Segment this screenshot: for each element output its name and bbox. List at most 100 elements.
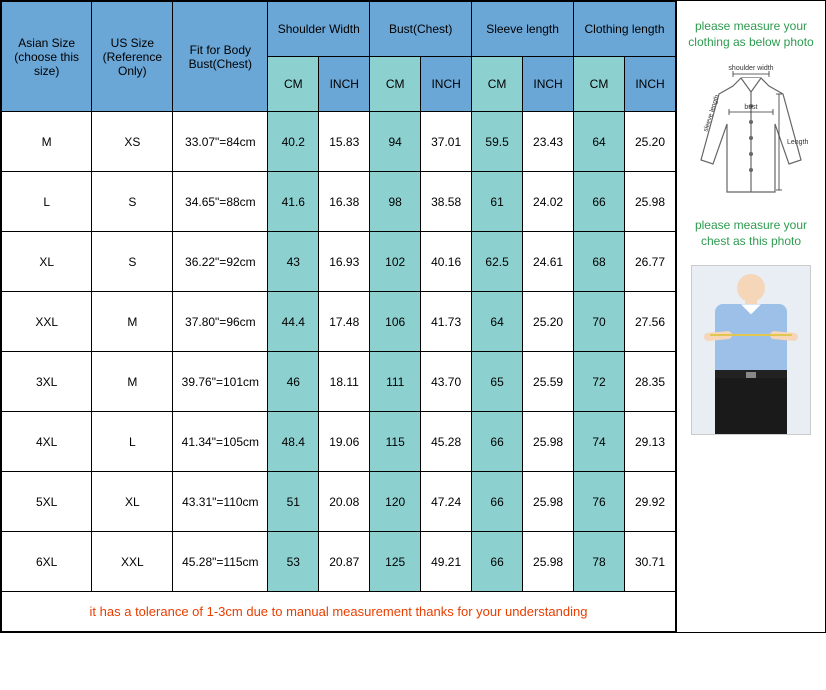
cell-fit: 39.76"=101cm: [173, 352, 268, 412]
cell-sleeve-cm: 62.5: [472, 232, 523, 292]
cell-clothing-in: 26.77: [624, 232, 675, 292]
cell-us: L: [92, 412, 173, 472]
cell-asian: 5XL: [2, 472, 92, 532]
cell-clothing-in: 30.71: [624, 532, 675, 592]
cell-us: XS: [92, 112, 173, 172]
cell-asian: 3XL: [2, 352, 92, 412]
cell-shoulder-cm: 53: [268, 532, 319, 592]
model-photo: [691, 265, 811, 435]
cell-sleeve-cm: 65: [472, 352, 523, 412]
footer-row: it has a tolerance of 1-3cm due to manua…: [2, 592, 676, 632]
cell-sleeve-cm: 61: [472, 172, 523, 232]
cell-clothing-cm: 76: [574, 472, 625, 532]
cell-bust-cm: 94: [370, 112, 421, 172]
col-sleeve-in: INCH: [523, 57, 574, 112]
cell-clothing-in: 25.98: [624, 172, 675, 232]
table-row: 3XLM39.76"=101cm4618.1111143.706525.5972…: [2, 352, 676, 412]
cell-shoulder-cm: 46: [268, 352, 319, 412]
cell-bust-in: 45.28: [421, 412, 472, 472]
cell-bust-cm: 115: [370, 412, 421, 472]
cell-us: XL: [92, 472, 173, 532]
cell-bust-in: 37.01: [421, 112, 472, 172]
cell-bust-in: 38.58: [421, 172, 472, 232]
col-us-size: US Size (Reference Only): [92, 2, 173, 112]
cell-bust-in: 41.73: [421, 292, 472, 352]
cell-sleeve-cm: 66: [472, 412, 523, 472]
side-instruction-2: please measure your chest as this photo: [681, 218, 821, 249]
cell-fit: 36.22"=92cm: [173, 232, 268, 292]
cell-asian: XXL: [2, 292, 92, 352]
cell-bust-in: 43.70: [421, 352, 472, 412]
cell-fit: 33.07"=84cm: [173, 112, 268, 172]
cell-sleeve-cm: 66: [472, 472, 523, 532]
cell-shoulder-in: 19.06: [319, 412, 370, 472]
cell-clothing-cm: 64: [574, 112, 625, 172]
table-row: 5XLXL43.31"=110cm5120.0812047.246625.987…: [2, 472, 676, 532]
size-chart-container: Asian Size (choose this size) US Size (R…: [0, 0, 826, 633]
table-area: Asian Size (choose this size) US Size (R…: [1, 1, 676, 632]
table-row: LS34.65"=88cm41.616.389838.586124.026625…: [2, 172, 676, 232]
cell-bust-in: 49.21: [421, 532, 472, 592]
cell-clothing-cm: 74: [574, 412, 625, 472]
cell-bust-cm: 111: [370, 352, 421, 412]
table-row: 4XLL41.34"=105cm48.419.0611545.286625.98…: [2, 412, 676, 472]
cell-fit: 45.28"=115cm: [173, 532, 268, 592]
cell-fit: 37.80"=96cm: [173, 292, 268, 352]
col-asian-size: Asian Size (choose this size): [2, 2, 92, 112]
cell-clothing-in: 25.20: [624, 112, 675, 172]
cell-clothing-in: 27.56: [624, 292, 675, 352]
cell-shoulder-cm: 44.4: [268, 292, 319, 352]
cell-shoulder-in: 18.11: [319, 352, 370, 412]
col-shoulder: Shoulder Width: [268, 2, 370, 57]
cell-asian: 4XL: [2, 412, 92, 472]
cell-shoulder-cm: 40.2: [268, 112, 319, 172]
shirt-diagram: shoulder width bust Length sleeve length: [691, 64, 811, 204]
cell-shoulder-in: 15.83: [319, 112, 370, 172]
cell-shoulder-in: 20.08: [319, 472, 370, 532]
cell-shoulder-in: 20.87: [319, 532, 370, 592]
cell-fit: 34.65"=88cm: [173, 172, 268, 232]
cell-asian: M: [2, 112, 92, 172]
cell-clothing-in: 29.92: [624, 472, 675, 532]
table-row: XXLM37.80"=96cm44.417.4810641.736425.207…: [2, 292, 676, 352]
cell-shoulder-in: 17.48: [319, 292, 370, 352]
cell-clothing-cm: 78: [574, 532, 625, 592]
cell-clothing-cm: 66: [574, 172, 625, 232]
side-instruction-1: please measure your clothing as below ph…: [681, 19, 821, 50]
table-body: MXS33.07"=84cm40.215.839437.0159.523.436…: [2, 112, 676, 592]
cell-bust-in: 47.24: [421, 472, 472, 532]
cell-us: XXL: [92, 532, 173, 592]
cell-shoulder-cm: 41.6: [268, 172, 319, 232]
col-clothing: Clothing length: [574, 2, 676, 57]
cell-clothing-in: 28.35: [624, 352, 675, 412]
col-clothing-in: INCH: [624, 57, 675, 112]
header-row-1: Asian Size (choose this size) US Size (R…: [2, 2, 676, 57]
cell-bust-cm: 102: [370, 232, 421, 292]
cell-shoulder-cm: 48.4: [268, 412, 319, 472]
table-row: 6XLXXL45.28"=115cm5320.8712549.216625.98…: [2, 532, 676, 592]
cell-sleeve-in: 25.98: [523, 412, 574, 472]
cell-sleeve-in: 25.59: [523, 352, 574, 412]
col-shoulder-in: INCH: [319, 57, 370, 112]
col-sleeve-cm: CM: [472, 57, 523, 112]
cell-bust-cm: 120: [370, 472, 421, 532]
col-fit-body: Fit for Body Bust(Chest): [173, 2, 268, 112]
cell-bust-cm: 106: [370, 292, 421, 352]
size-table: Asian Size (choose this size) US Size (R…: [1, 1, 676, 632]
cell-fit: 43.31"=110cm: [173, 472, 268, 532]
label-shoulder-width: shoulder width: [728, 65, 773, 72]
cell-clothing-cm: 70: [574, 292, 625, 352]
cell-clothing-in: 29.13: [624, 412, 675, 472]
cell-sleeve-in: 25.98: [523, 532, 574, 592]
col-bust: Bust(Chest): [370, 2, 472, 57]
cell-us: M: [92, 292, 173, 352]
cell-sleeve-cm: 59.5: [472, 112, 523, 172]
cell-bust-cm: 98: [370, 172, 421, 232]
col-clothing-cm: CM: [574, 57, 625, 112]
tolerance-note: it has a tolerance of 1-3cm due to manua…: [2, 592, 676, 632]
cell-sleeve-cm: 64: [472, 292, 523, 352]
label-bust: bust: [744, 104, 757, 111]
col-sleeve: Sleeve length: [472, 2, 574, 57]
cell-sleeve-in: 23.43: [523, 112, 574, 172]
cell-clothing-cm: 68: [574, 232, 625, 292]
